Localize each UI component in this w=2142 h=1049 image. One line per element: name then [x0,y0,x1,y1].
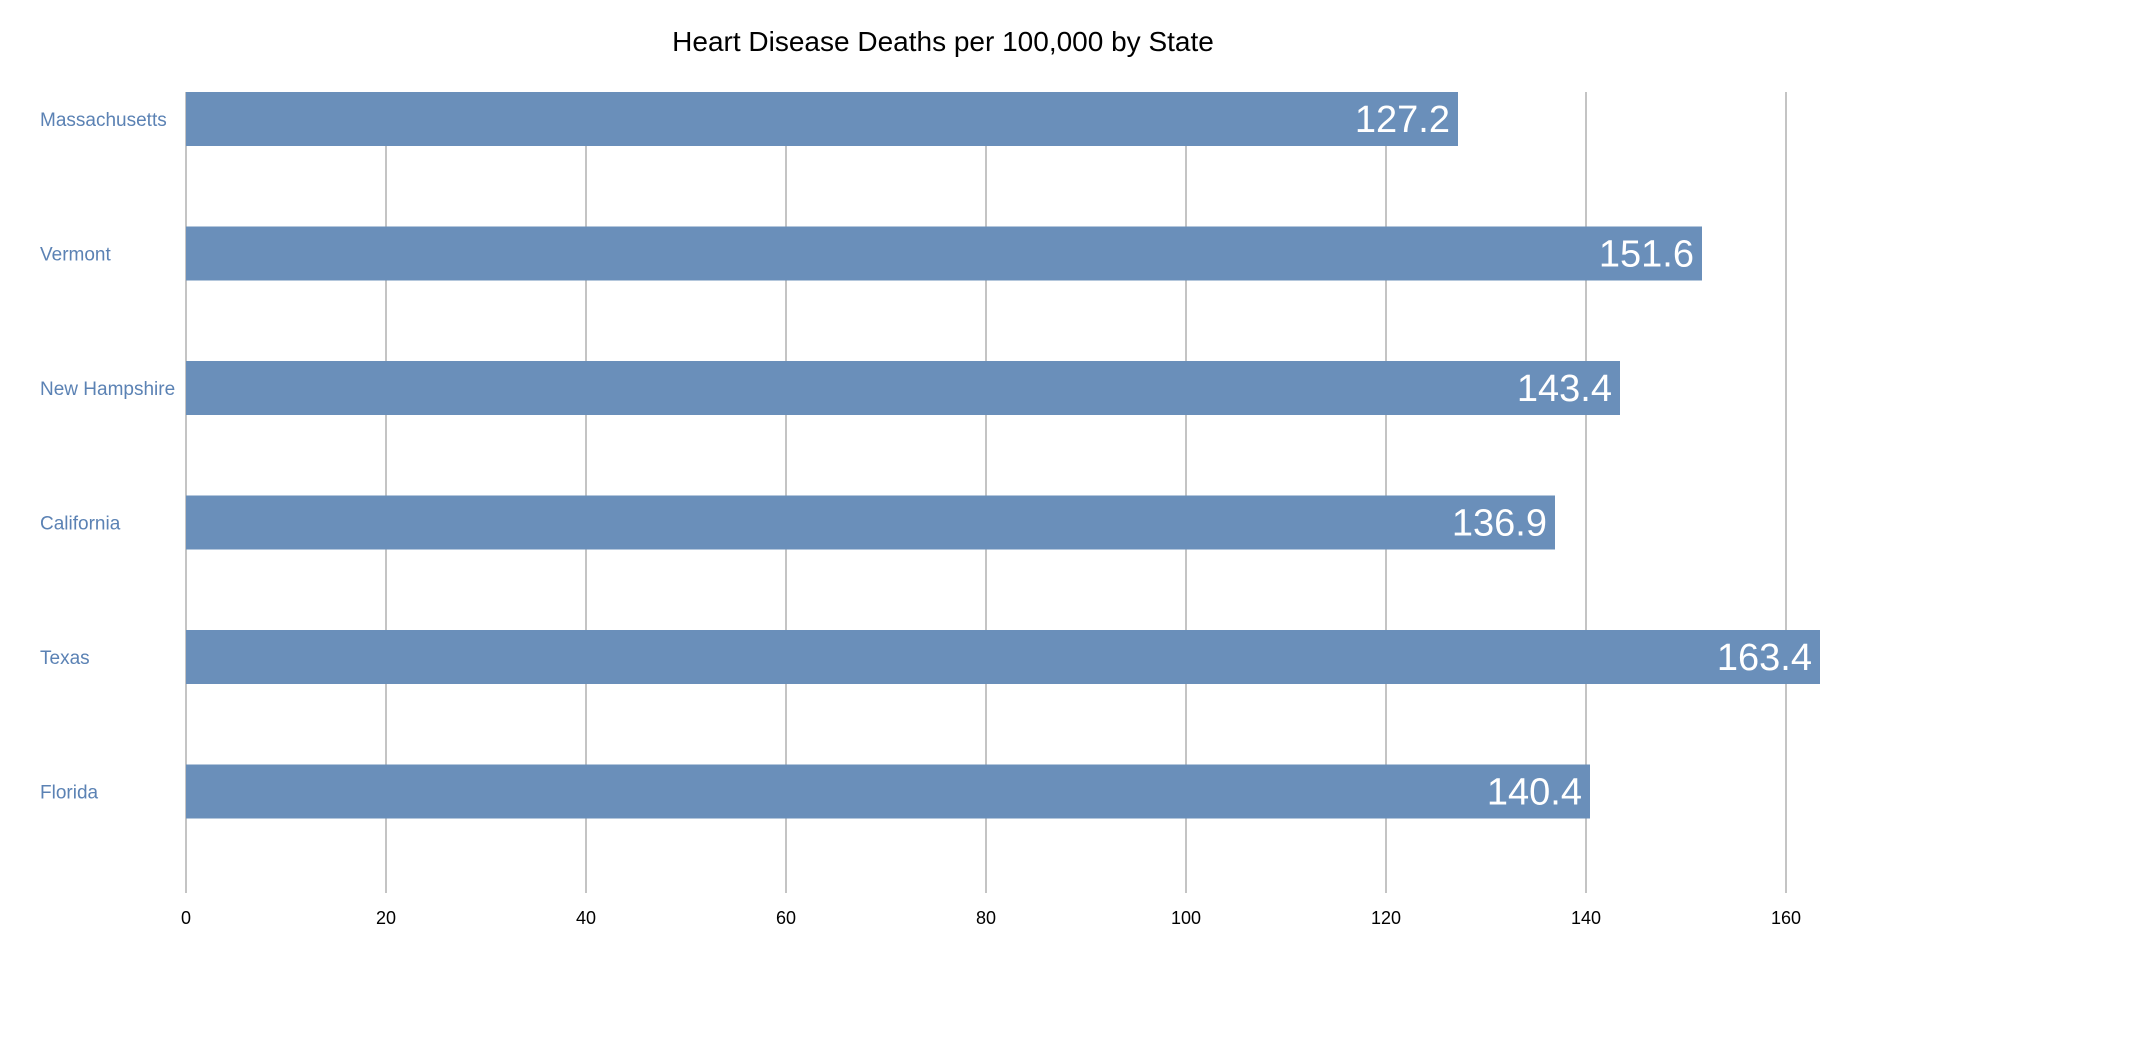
data-label: 143.4 [1517,368,1612,410]
category-label: Florida [40,783,99,804]
x-tick-label: 140 [1571,908,1601,928]
bar-massachusetts [186,92,1458,146]
x-axis-ticks: 0 20 40 60 80 100 120 140 160 [181,908,1801,928]
category-label: Massachusetts [40,110,167,131]
data-label: 163.4 [1717,637,1812,679]
bar-california [186,495,1555,550]
data-label: 151.6 [1599,234,1694,276]
category-labels: Massachusetts Vermont New Hampshire Califor… [40,110,175,804]
chart-title: Heart Disease Deaths per 100,000 by Stat… [672,26,1214,57]
category-label: Texas [40,648,90,669]
bars [186,92,1820,819]
bar-florida [186,764,1590,819]
x-tick-label: 40 [576,908,596,928]
bar-new-hampshire [186,361,1620,415]
category-label: New Hampshire [40,379,175,400]
category-label: Vermont [40,245,111,266]
bar-texas [186,630,1820,684]
bar-vermont [186,226,1702,281]
data-label: 140.4 [1487,772,1582,814]
x-tick-label: 80 [976,908,996,928]
data-label: 127.2 [1355,99,1450,141]
gridlines [185,92,1787,893]
x-tick-label: 60 [776,908,796,928]
x-tick-label: 20 [376,908,396,928]
x-tick-label: 160 [1771,908,1801,928]
data-label: 136.9 [1452,503,1547,545]
data-labels: 127.2 151.6 143.4 136.9 163.4 140.4 [1355,99,1812,814]
x-tick-label: 0 [181,908,191,928]
category-label: California [40,514,121,535]
x-tick-label: 120 [1371,908,1401,928]
x-tick-label: 100 [1171,908,1201,928]
